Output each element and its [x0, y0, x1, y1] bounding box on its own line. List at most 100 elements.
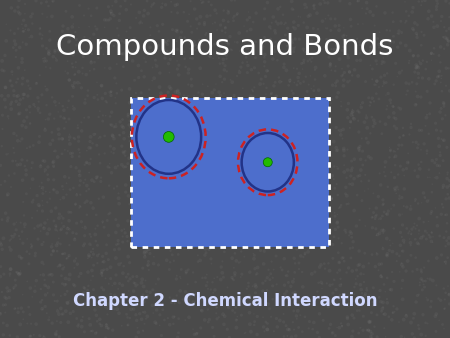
Point: [86, 170, 93, 175]
Point: [76, 192, 84, 197]
Point: [180, 215, 188, 221]
Point: [180, 186, 188, 191]
Point: [424, 297, 431, 303]
Point: [341, 70, 348, 75]
Point: [199, 235, 207, 240]
Point: [0, 271, 8, 277]
Point: [340, 25, 347, 30]
Point: [425, 258, 432, 264]
Point: [432, 311, 440, 317]
Point: [359, 148, 366, 154]
Point: [177, 35, 184, 41]
Point: [202, 238, 210, 243]
Point: [361, 250, 369, 256]
Point: [144, 11, 152, 16]
Point: [395, 187, 402, 192]
Point: [382, 122, 389, 127]
Point: [337, 204, 344, 210]
Point: [363, 0, 370, 5]
Point: [273, 132, 280, 138]
Point: [291, 169, 298, 174]
Point: [17, 322, 24, 327]
Point: [33, 81, 40, 86]
Point: [342, 230, 350, 235]
Point: [66, 134, 73, 140]
Point: [402, 268, 410, 274]
Point: [306, 319, 313, 324]
Point: [222, 194, 229, 200]
Point: [118, 323, 126, 329]
Point: [186, 158, 193, 163]
Point: [103, 251, 110, 256]
Point: [195, 105, 202, 111]
Point: [93, 175, 100, 180]
Point: [2, 211, 9, 216]
Point: [365, 95, 372, 100]
Point: [442, 196, 450, 201]
Point: [37, 299, 44, 305]
Point: [185, 293, 192, 299]
Point: [273, 217, 280, 222]
Point: [73, 43, 80, 48]
Point: [54, 318, 61, 324]
Point: [304, 178, 311, 184]
Point: [54, 298, 61, 304]
Point: [362, 158, 369, 163]
Point: [194, 26, 201, 31]
Point: [279, 243, 286, 248]
Point: [50, 248, 57, 254]
Point: [266, 306, 273, 311]
Point: [443, 37, 450, 42]
Point: [69, 83, 76, 88]
Point: [93, 80, 100, 85]
Point: [280, 168, 288, 174]
Point: [418, 235, 425, 241]
Point: [2, 85, 9, 91]
Point: [12, 277, 19, 283]
Point: [139, 101, 146, 107]
Point: [63, 231, 70, 236]
Point: [230, 14, 238, 19]
Point: [44, 164, 51, 170]
Point: [61, 264, 68, 270]
Point: [275, 232, 282, 237]
Point: [442, 259, 449, 265]
Point: [166, 177, 174, 183]
Point: [298, 269, 306, 275]
Point: [356, 262, 363, 267]
Point: [236, 70, 243, 75]
Point: [391, 309, 398, 314]
Point: [246, 269, 253, 275]
Point: [333, 301, 340, 307]
Point: [393, 306, 400, 312]
Point: [303, 25, 310, 30]
Point: [182, 317, 189, 323]
Point: [328, 196, 335, 201]
Point: [18, 123, 26, 128]
Point: [380, 201, 387, 207]
Point: [411, 221, 418, 226]
Point: [370, 191, 377, 196]
Point: [203, 127, 210, 132]
Point: [411, 311, 418, 316]
Point: [446, 14, 450, 20]
Point: [61, 116, 68, 121]
Point: [243, 204, 250, 210]
Point: [52, 205, 59, 211]
Point: [377, 42, 384, 48]
Point: [252, 290, 259, 295]
Point: [332, 333, 339, 338]
Point: [108, 110, 115, 115]
Point: [317, 262, 324, 267]
Point: [279, 12, 287, 18]
Point: [327, 61, 334, 66]
Point: [46, 190, 54, 195]
Point: [373, 78, 380, 84]
Point: [306, 38, 313, 44]
Point: [67, 311, 74, 316]
Point: [266, 24, 273, 30]
Point: [246, 321, 253, 327]
Point: [338, 66, 346, 71]
Point: [240, 23, 248, 29]
Point: [212, 238, 219, 244]
